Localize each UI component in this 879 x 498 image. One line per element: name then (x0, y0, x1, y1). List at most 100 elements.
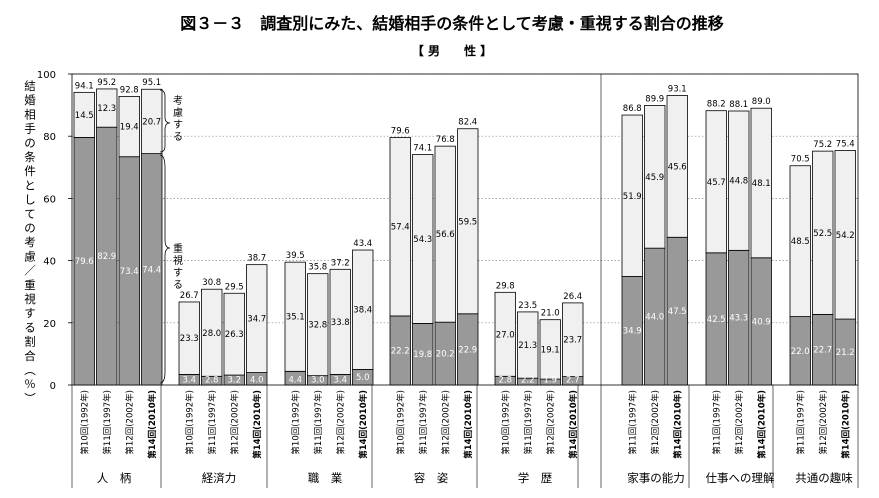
bar-segment-consider (284, 261, 306, 372)
emphasize-value-label: 2.8 (205, 376, 219, 386)
bar-segment-consider (434, 145, 456, 323)
y-tick-label: 20 (43, 319, 56, 330)
survey-tick-label: 第12回(2002年) (650, 390, 661, 455)
emphasize-value-label: 3.4 (333, 376, 347, 386)
labels-layer: 94.1 14.5 79.6 第10回(1992年) 95.2 12.3 82.9 第11回(… (75, 78, 855, 485)
consider-value-label: 54.3 (413, 235, 432, 245)
emphasize-annotation-char: 視 (173, 254, 183, 267)
bar-segment-consider (412, 154, 434, 324)
emphasize-annotation-char: 重 (173, 242, 183, 255)
bar-segment-consider (789, 165, 811, 317)
survey-tick-label: 第11回(1997年) (795, 390, 806, 455)
y-axis-label-char: 相 (24, 107, 36, 121)
bar-segment-consider (73, 91, 95, 138)
emphasize-value-label: 40.9 (752, 317, 771, 327)
consider-value-label: 57.4 (391, 223, 410, 233)
total-value-label: 82.4 (458, 118, 477, 128)
y-axis-label-char: 視 (24, 292, 36, 306)
y-axis-label-char: 結 (24, 79, 36, 93)
consider-value-label: 59.5 (458, 217, 477, 227)
y-axis-label-char: て (24, 207, 36, 221)
y-axis-label-char: 条 (24, 150, 36, 164)
consider-value-label: 45.6 (668, 162, 687, 172)
emphasize-annotation-char: す (173, 267, 183, 279)
y-axis-label-char: る (24, 320, 36, 334)
emphasize-value-label: 5.0 (356, 373, 370, 383)
total-value-label: 70.5 (791, 155, 810, 165)
group-label: 学 歴 (518, 471, 553, 485)
y-axis-label-char: 慮 (24, 249, 36, 263)
total-value-label: 95.1 (142, 78, 161, 88)
consider-annotation-char: る (173, 131, 183, 143)
total-value-label: 29.8 (496, 281, 515, 291)
consider-value-label: 54.2 (836, 231, 855, 241)
emphasize-value-label: 20.2 (436, 350, 455, 360)
emphasize-value-label: 44.0 (645, 313, 664, 323)
survey-tick-label: 第12回(2002年) (335, 390, 346, 455)
survey-tick-label: 第11回(1997年) (207, 390, 218, 455)
y-tick-label: 0 (50, 381, 56, 392)
bar-segment-consider (201, 288, 223, 377)
consider-value-label: 51.9 (623, 192, 642, 202)
consider-value-label: 20.7 (142, 117, 161, 127)
bar-segment-consider (329, 268, 351, 375)
consider-annotation-char: す (173, 119, 183, 131)
survey-tick-label: 第10回(1992年) (290, 390, 301, 455)
emphasize-value-label: 73.4 (120, 267, 139, 277)
consider-value-label: 21.3 (518, 341, 537, 351)
emphasize-value-label: 3.4 (182, 376, 196, 386)
total-value-label: 88.2 (707, 100, 726, 110)
total-value-label: 89.9 (645, 94, 664, 104)
emphasize-value-label: 43.3 (729, 314, 748, 324)
survey-tick-label: 第12回(2002年) (818, 390, 829, 455)
survey-tick-label: 第11回(1997年) (313, 390, 324, 455)
total-value-label: 75.4 (836, 140, 855, 150)
total-value-label: 30.8 (202, 278, 221, 288)
survey-tick-label: 第11回(1997年) (523, 390, 534, 455)
bars-layer (73, 88, 856, 386)
emphasize-value-label: 82.9 (97, 252, 116, 262)
survey-tick-label: 第14回(2010年) (463, 390, 474, 459)
survey-tick-label: 第14回(2010年) (358, 390, 369, 459)
y-axis-label-char: ︶ (24, 391, 36, 405)
group-label: 家事の能力 (627, 471, 685, 485)
emphasize-value-label: 79.6 (75, 257, 94, 267)
survey-tick-label: 第11回(1997年) (102, 390, 113, 455)
total-value-label: 88.1 (729, 100, 748, 110)
group-label: 経済力 (202, 471, 237, 485)
consider-value-label: 19.4 (120, 123, 139, 133)
y-axis-label-char: の (24, 221, 36, 235)
y-axis-label-char: と (24, 178, 36, 192)
survey-tick-label: 第12回(2002年) (440, 390, 451, 455)
consider-value-label: 26.3 (225, 330, 244, 340)
total-value-label: 23.5 (518, 301, 537, 311)
emphasize-value-label: 34.9 (623, 327, 642, 337)
survey-tick-label: 第12回(2002年) (545, 390, 556, 455)
emphasize-value-label: 2.7 (566, 376, 580, 386)
y-axis-label-char: ／ (24, 264, 36, 278)
bar-segment-consider (705, 110, 727, 254)
survey-tick-label: 第10回(1992年) (184, 390, 195, 455)
group-label: 仕事への理解 (706, 471, 775, 485)
bar-segment-consider (246, 264, 268, 373)
y-tick-label: 40 (43, 257, 56, 268)
group-label: 共通の趣味 (795, 471, 853, 485)
emphasize-value-label: 2.8 (498, 376, 512, 386)
emphasize-annotation-char: る (173, 279, 183, 291)
bar-segment-consider (223, 292, 245, 376)
consider-value-label: 45.9 (645, 173, 664, 183)
survey-tick-label: 第10回(1992年) (79, 390, 90, 455)
bar-segment-consider (750, 107, 772, 259)
total-value-label: 43.4 (353, 239, 372, 249)
bar-segment-consider (389, 137, 411, 317)
emphasize-value-label: 47.5 (668, 307, 687, 317)
total-value-label: 74.1 (413, 144, 432, 154)
y-axis-label-char: の (24, 136, 36, 150)
bar-segment-consider (494, 291, 516, 377)
y-axis-label-char: ％ (24, 377, 36, 391)
total-value-label: 38.7 (247, 254, 266, 264)
consider-value-label: 32.8 (308, 321, 327, 331)
